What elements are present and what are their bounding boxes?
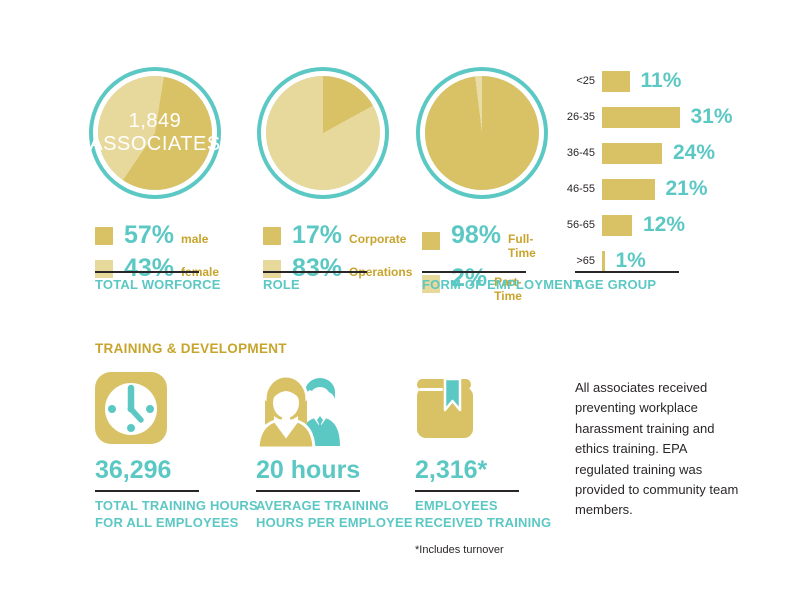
average-training-hours-value: 20 hours [256, 456, 361, 484]
age-bar-row: 36-45 24% [563, 135, 733, 171]
trainer-trainee-icon [256, 372, 340, 450]
employment-form-section: 98% Full-Time 2% Part-Time FORM OF EMPLO… [415, 65, 581, 305]
employment-form-pie-chart [425, 76, 539, 190]
legend-item-operations: 83% Operations [263, 254, 412, 283]
total-training-hours-caption: TOTAL TRAINING HOURS FOR ALL EMPLOYEES [95, 498, 258, 531]
legend-item-female: 43% female [95, 254, 219, 283]
chart-title-age-group: AGE GROUP [575, 277, 657, 292]
training-note: All associates received preventing workp… [575, 380, 739, 518]
legend-percent: 17% [292, 221, 343, 249]
legend-label: female [181, 265, 220, 279]
age-group-section: <25 11% 26-35 31% 36-45 24% 46-55 21% 56… [563, 65, 773, 305]
legend-label: Full-Time [508, 232, 536, 260]
role-pie-chart [266, 76, 380, 190]
age-bar-row: 46-55 21% [563, 171, 733, 207]
divider [575, 271, 679, 273]
age-value-label: 1% [615, 249, 646, 272]
divider [256, 490, 360, 492]
chart-title-total-workforce: TOTAL WORFORCE [95, 277, 221, 292]
age-bar [602, 106, 680, 128]
book-bookmark-icon [411, 372, 483, 450]
average-training-hours-stat: 20 hours AVERAGE TRAINING HOURS PER EMPL… [256, 372, 416, 562]
legend-percent: 2% [451, 264, 488, 292]
total-training-hours-value: 36,296 [95, 456, 172, 484]
legend-percent: 43% [124, 254, 175, 282]
divider [95, 271, 199, 273]
total-training-hours-stat: 36,296 TOTAL TRAINING HOURS FOR ALL EMPL… [95, 372, 258, 562]
age-category-label: >65 [576, 255, 595, 267]
legend-swatch-light [95, 259, 113, 278]
legend-item-part-time: 2% Part-Time [422, 264, 549, 303]
workforce-legend: 57% male 43% female [95, 221, 219, 283]
age-category-label: 26-35 [566, 111, 595, 123]
divider [415, 490, 519, 492]
age-category-label: <25 [576, 75, 595, 87]
age-value-label: 24% [673, 141, 716, 164]
employees-trained-stat: 2,316* EMPLOYEES RECEIVED TRAINING *Incl… [415, 372, 575, 562]
average-training-hours-caption: AVERAGE TRAINING HOURS PER EMPLOYEE [256, 498, 413, 531]
age-bar [602, 70, 630, 92]
role-legend: 17% Corporate 83% Operations [263, 221, 412, 283]
total-workforce-pie-chart: 1,849 ASSOCIATES [89, 76, 220, 190]
legend-swatch-dark [263, 226, 281, 245]
legend-percent: 83% [292, 254, 343, 282]
employees-trained-caption: EMPLOYEES RECEIVED TRAINING [415, 498, 552, 531]
age-bar [602, 250, 605, 272]
chart-title-form-of-employment: FORM OF EMPLOYMENT [422, 277, 581, 292]
age-bar-row: 26-35 31% [563, 99, 733, 135]
legend-label: male [181, 232, 209, 246]
age-bar [602, 178, 655, 200]
legend-label: Operations [349, 265, 413, 279]
chart-title-role: ROLE [263, 277, 300, 292]
associates-count: 1,849 [128, 110, 182, 132]
age-value-label: 31% [690, 105, 733, 128]
age-bar [602, 214, 632, 236]
role-section: 17% Corporate 83% Operations ROLE [256, 65, 412, 305]
divider [95, 490, 199, 492]
divider [422, 271, 526, 273]
age-bar-row: 56-65 12% [563, 207, 733, 243]
legend-swatch-dark [422, 231, 440, 250]
age-bar-row: >65 1% [563, 243, 733, 279]
legend-swatch-light [422, 274, 440, 293]
age-value-label: 11% [640, 69, 682, 92]
training-development-heading: TRAINING & DEVELOPMENT [95, 341, 287, 356]
turnover-footnote: *Includes turnover [415, 544, 504, 556]
legend-percent: 57% [124, 221, 175, 249]
employees-trained-value: 2,316* [415, 456, 488, 484]
divider [263, 271, 367, 273]
age-category-label: 56-65 [566, 219, 595, 231]
legend-item-male: 57% male [95, 221, 219, 250]
legend-item-corporate: 17% Corporate [263, 221, 412, 250]
legend-label: Part-Time [494, 275, 522, 303]
age-category-label: 36-45 [566, 147, 595, 159]
age-category-label: 46-55 [566, 183, 595, 195]
clock-icon [95, 372, 167, 450]
age-bar-chart: <25 11% 26-35 31% 36-45 24% 46-55 21% 56… [563, 63, 733, 279]
associates-word: ASSOCIATES [89, 133, 221, 155]
legend-percent: 98% [451, 221, 502, 249]
legend-item-full-time: 98% Full-Time [422, 221, 549, 260]
employment-legend: 98% Full-Time 2% Part-Time [422, 221, 549, 303]
legend-swatch-dark [95, 226, 113, 245]
legend-swatch-light [263, 259, 281, 278]
age-bar [602, 142, 662, 164]
workforce-center-label: 1,849 ASSOCIATES [89, 76, 220, 190]
age-value-label: 12% [643, 213, 686, 236]
legend-label: Corporate [349, 232, 407, 246]
age-bar-row: <25 11% [563, 63, 733, 99]
total-workforce-section: 1,849 ASSOCIATES 57% male 43% female TOT… [88, 65, 222, 305]
age-value-label: 21% [665, 177, 708, 200]
